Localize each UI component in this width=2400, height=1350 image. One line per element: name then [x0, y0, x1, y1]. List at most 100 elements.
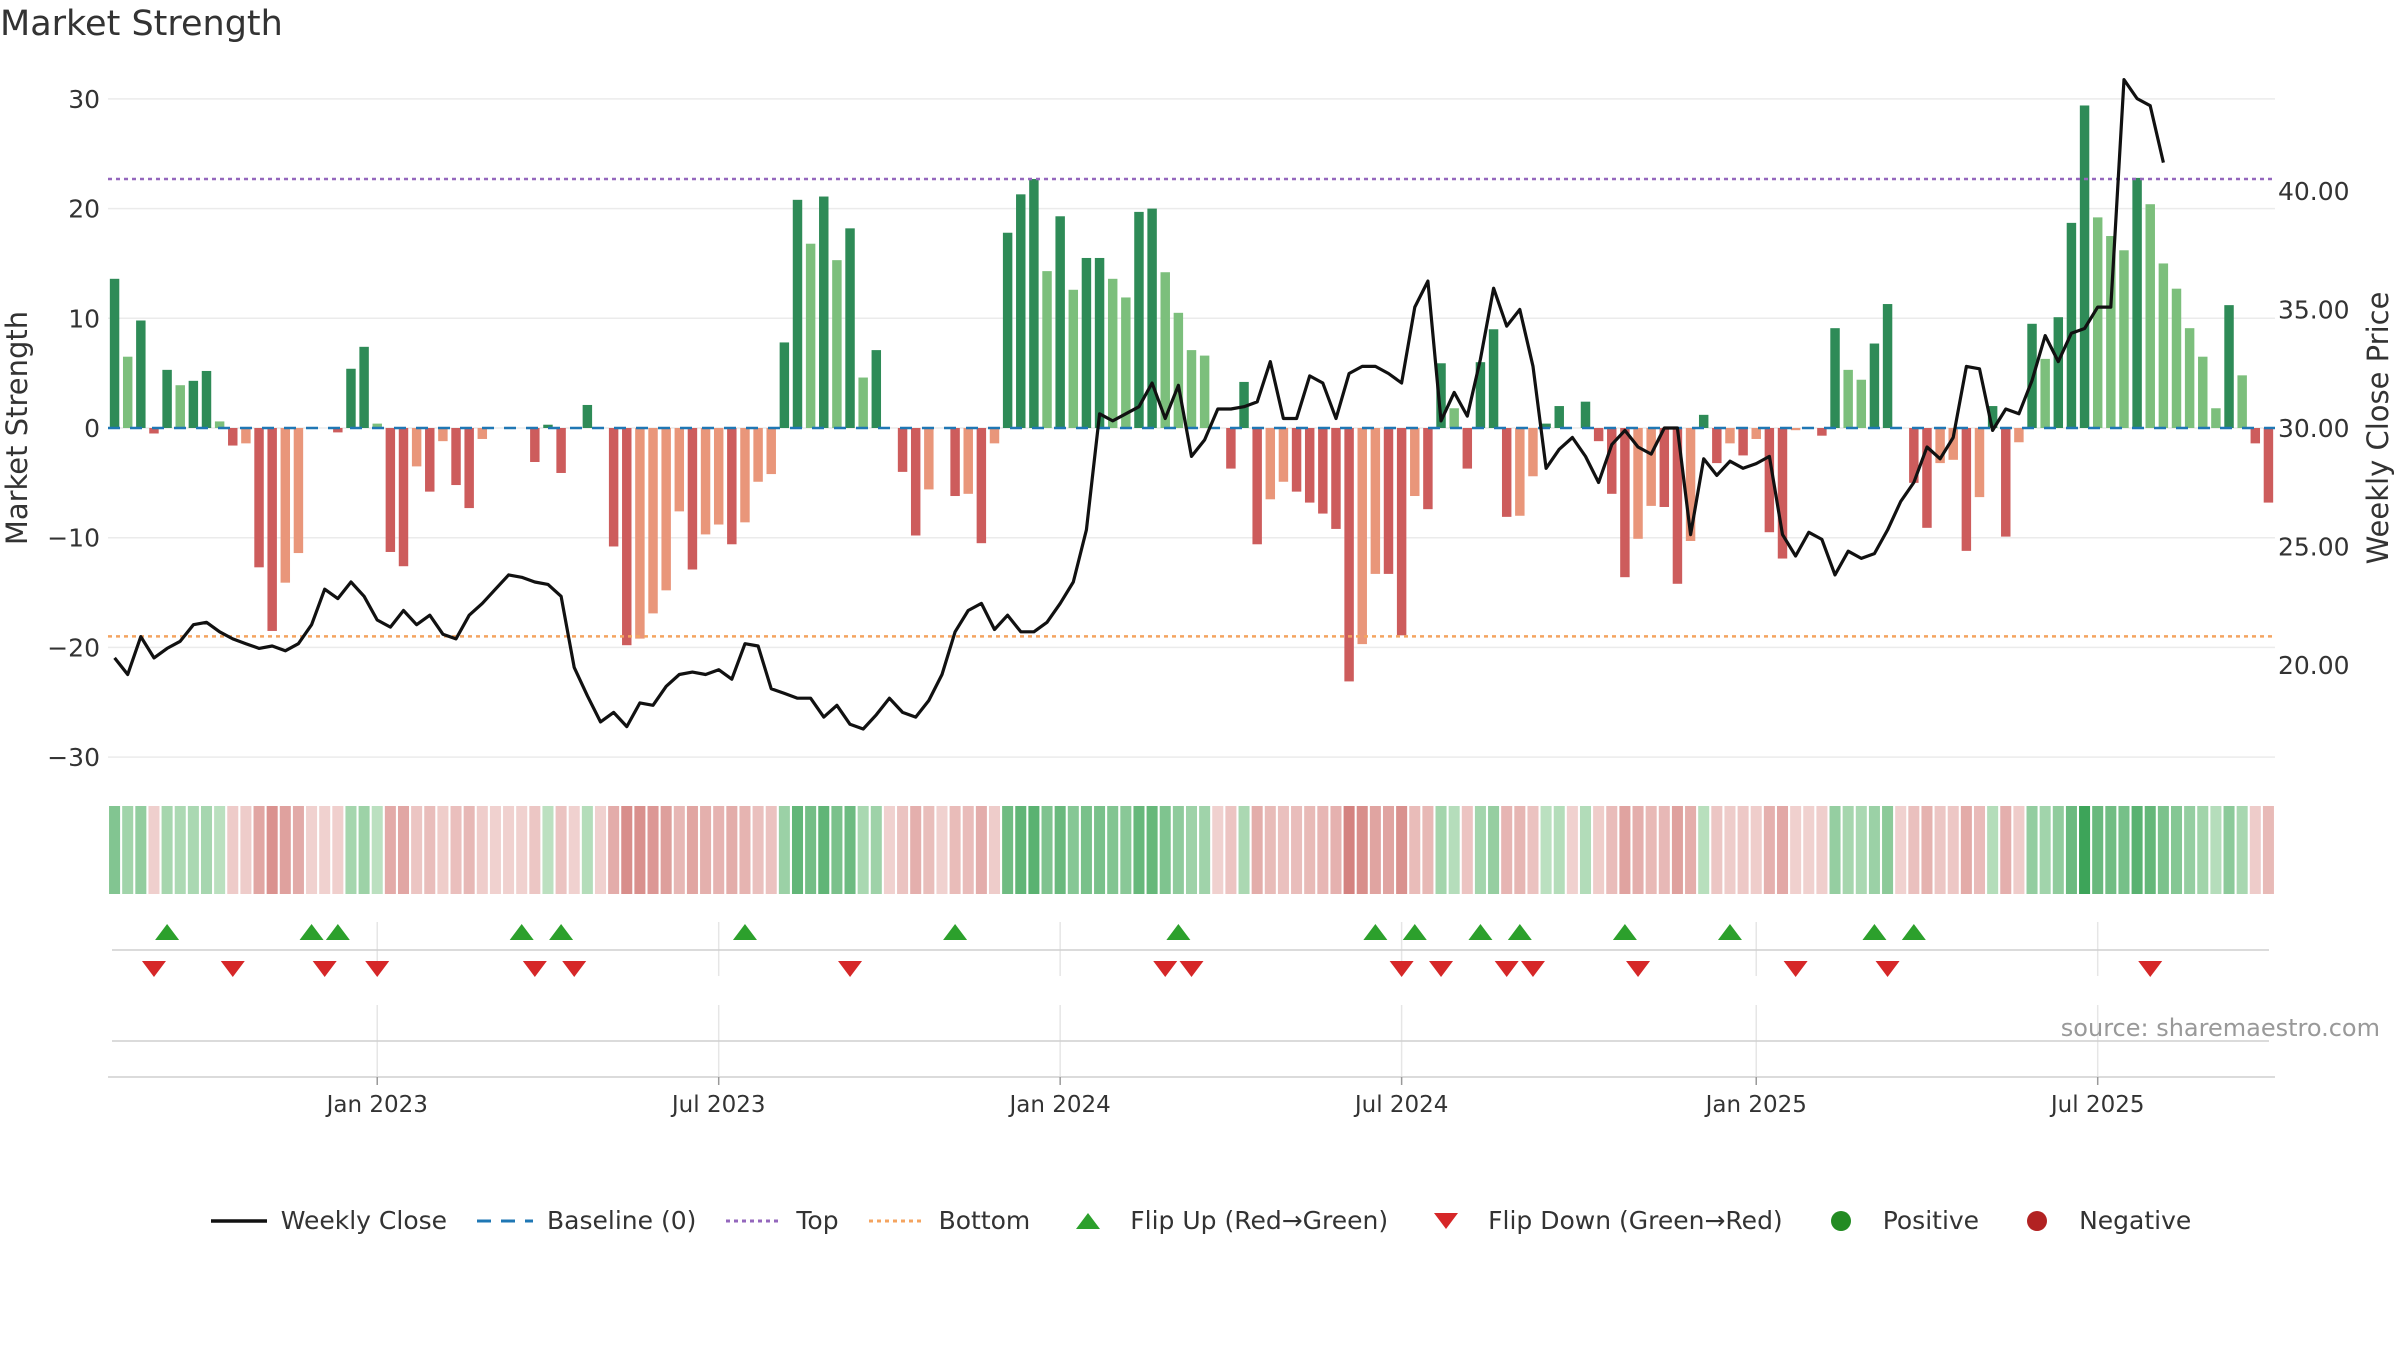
strength-bar: [1515, 428, 1525, 516]
heat-cell: [292, 806, 304, 894]
strength-bar: [1462, 428, 1473, 469]
strength-bar: [1436, 363, 1446, 428]
heat-cell: [1120, 806, 1132, 894]
strength-bar: [1935, 428, 1945, 464]
strength-bar: [713, 428, 724, 525]
heat-cell: [1658, 806, 1670, 894]
heat-cell: [2184, 806, 2196, 894]
legend-item: Negative: [2007, 1206, 2191, 1235]
strength-bar: [1094, 257, 1105, 428]
heat-cell: [897, 806, 909, 894]
heat-cell: [870, 806, 882, 894]
heat-cell: [818, 806, 830, 894]
heat-cell: [1934, 806, 1946, 894]
heat-cell: [240, 806, 252, 894]
strength-bar: [425, 428, 435, 492]
strength-bar: [2132, 177, 2142, 428]
heat-cell: [1619, 806, 1631, 894]
heat-cell: [883, 806, 895, 894]
strength-bar: [228, 428, 238, 446]
flip-down-marker: [1179, 961, 1204, 977]
heat-cell: [463, 806, 475, 894]
x-axis: Jan 2023 Jul 2023 Jan 2024 Jul 2024 Jan 2025…: [108, 1076, 2275, 1118]
strength-bar: [792, 199, 803, 428]
heat-cell: [227, 806, 239, 894]
flip-up-marker: [1166, 924, 1191, 940]
strength-bar: [385, 428, 396, 552]
heat-cell: [1461, 806, 1473, 894]
heat-cell: [739, 806, 751, 894]
y-axis: 30 20 10 0 −10 −20 −30: [47, 85, 100, 772]
strength-bar: [1620, 428, 1630, 578]
strength-bar: [372, 423, 382, 428]
heat-cell: [2157, 806, 2169, 894]
heat-cell: [910, 806, 922, 894]
flip-markers: [112, 924, 2269, 1042]
heat-cell: [949, 806, 961, 894]
strength-bar: [254, 428, 264, 568]
heat-cell: [1015, 806, 1027, 894]
strength-bar: [989, 428, 1000, 444]
strength-bar: [1541, 423, 1551, 428]
strength-bar: [1501, 428, 1512, 517]
y-tick-label: −30: [47, 743, 100, 772]
y-tick-label: −20: [47, 633, 100, 662]
strength-bar: [2158, 263, 2169, 428]
heat-cell: [805, 806, 817, 894]
flip-up-marker: [325, 924, 350, 940]
flip-down-marker: [1153, 961, 1178, 977]
heat-cell: [1028, 806, 1040, 894]
flip-down-marker: [1875, 961, 1900, 977]
heat-cell: [1343, 806, 1355, 894]
y-tick-label: 0: [84, 414, 100, 443]
heat-cell: [529, 806, 541, 894]
heat-cell: [1855, 806, 1867, 894]
heat-cell: [581, 806, 593, 894]
y-tick-label: −10: [47, 524, 100, 553]
strength-bar: [1843, 369, 1853, 428]
heat-cell: [397, 806, 410, 894]
heat-cell: [1199, 806, 1211, 894]
heat-cell: [1921, 806, 1933, 894]
heat-cell: [923, 806, 935, 894]
heat-cell: [2197, 806, 2209, 894]
heat-cell: [1776, 806, 1789, 894]
heat-cell: [1724, 806, 1736, 894]
legend-item: Flip Down (Green→Red): [1416, 1206, 1783, 1235]
strength-bar: [687, 428, 698, 570]
heat-cell: [2079, 806, 2091, 894]
heat-cell: [1816, 806, 1828, 894]
strength-bar: [1291, 428, 1302, 492]
strength-bar: [293, 428, 304, 554]
strength-bar: [819, 196, 829, 428]
strength-bar: [1856, 379, 1867, 428]
legend-item: Baseline (0): [475, 1206, 696, 1235]
flip-up-marker: [1507, 924, 1532, 940]
strength-bar: [858, 377, 868, 428]
heat-cell: [476, 806, 488, 894]
x-tick-label: Jul 2025: [2049, 1092, 2145, 1118]
strength-bar: [175, 385, 185, 428]
flip-up-marker: [509, 924, 534, 940]
heat-cell: [1908, 806, 1920, 894]
strength-bar: [2145, 204, 2155, 428]
strength-bars: [109, 105, 2274, 682]
heat-cell: [1987, 806, 1999, 894]
heat-cell: [831, 806, 843, 894]
strength-bar: [674, 428, 685, 512]
legend-item: Positive: [1811, 1206, 1979, 1235]
heat-cell: [1172, 806, 1184, 894]
flip-down-marker: [1494, 961, 1519, 977]
heat-cell: [2144, 806, 2156, 894]
heat-cell: [1698, 806, 1710, 894]
heat-cell: [345, 806, 357, 894]
heat-cell: [1264, 806, 1276, 894]
heat-cell: [752, 806, 764, 894]
strength-bar: [832, 260, 842, 428]
chart-title: Market Strength: [0, 4, 283, 44]
heat-cell: [148, 806, 160, 894]
flip-up-marker: [155, 924, 180, 940]
grid-layer: [108, 98, 2275, 1076]
heat-cell: [450, 806, 462, 894]
triangle-down-icon: [1434, 1212, 1459, 1229]
